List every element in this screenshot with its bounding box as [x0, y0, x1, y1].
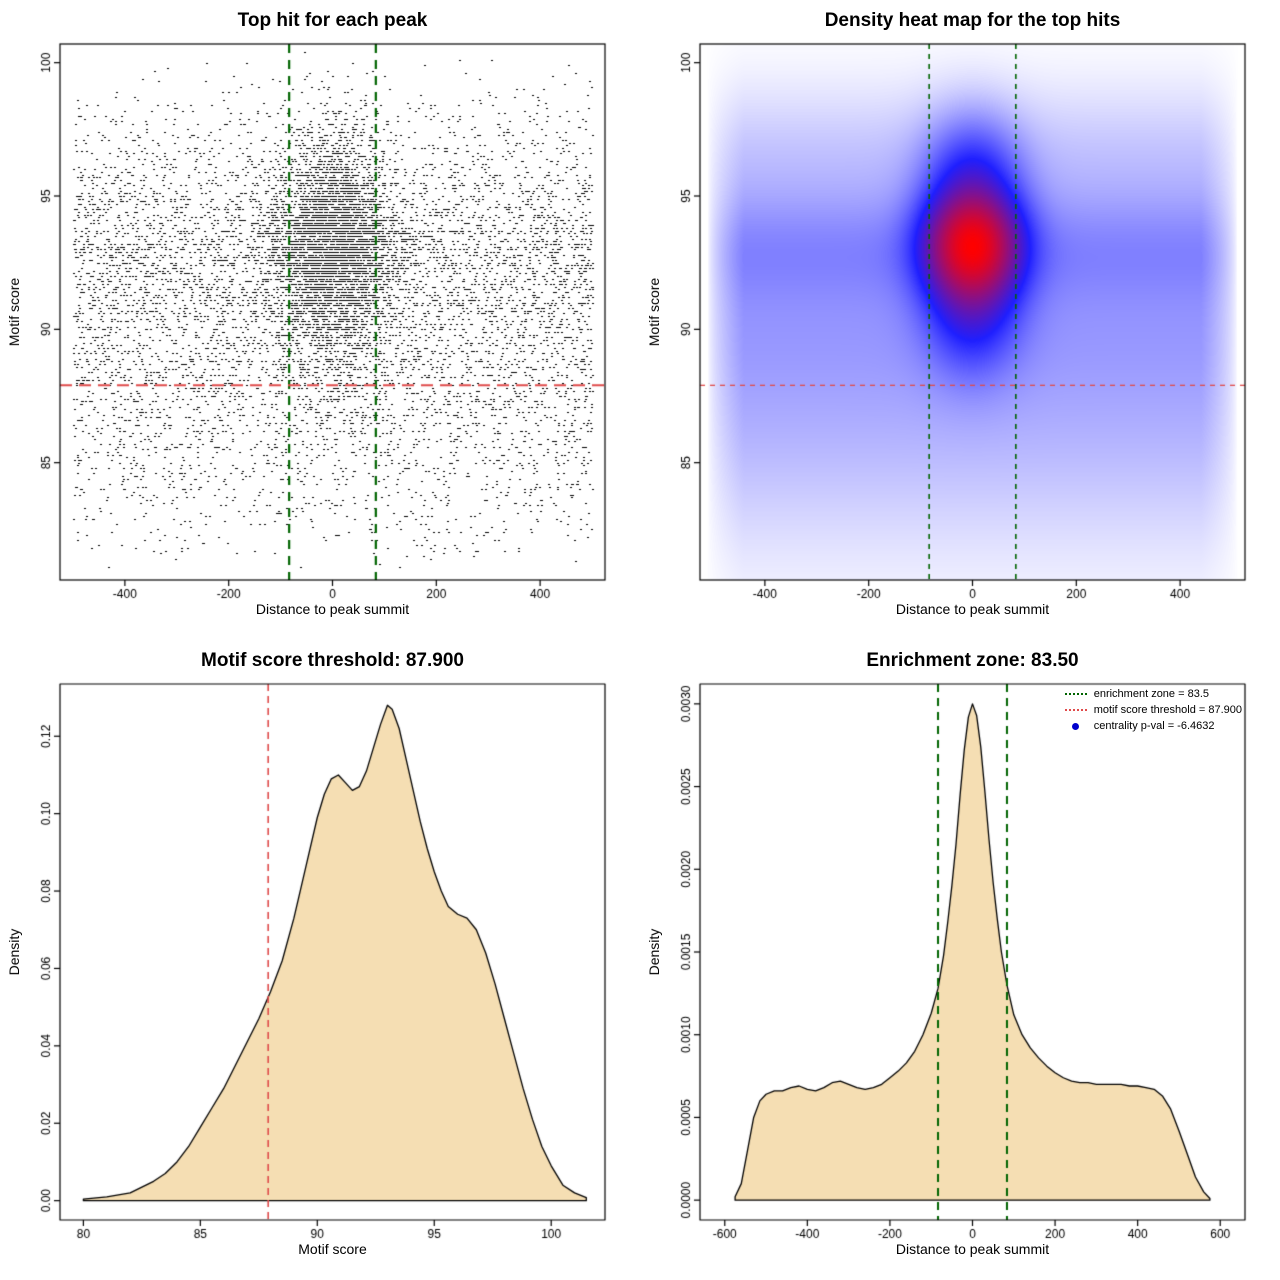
y-axis-label: Density: [646, 928, 662, 976]
scatter-canvas: [0, 0, 640, 640]
chart-title: Top hit for each peak: [237, 10, 428, 31]
legend-label: motif score threshold = 87.900: [1093, 704, 1242, 716]
panel-top-hit-scatter: Top hit for each peak Distance to peak s…: [0, 0, 640, 640]
legend-item-enrichment-zone: enrichment zone = 83.5: [1064, 688, 1242, 700]
chart-title: Motif score threshold: 87.900: [201, 650, 464, 671]
heatmap-canvas: [640, 0, 1280, 640]
chart-title: Density heat map for the top hits: [824, 10, 1121, 31]
chart-title: Enrichment zone: 83.50: [866, 650, 1079, 671]
dotted-line-swatch-icon: [1064, 709, 1087, 711]
panel-density-heatmap: Density heat map for the top hits Distan…: [640, 0, 1280, 640]
x-axis-label: Distance to peak summit: [255, 601, 410, 617]
panel-motif-score-density: Motif score threshold: 87.900 Motif scor…: [0, 640, 640, 1280]
legend: enrichment zone = 83.5 motif score thres…: [1064, 688, 1242, 732]
x-axis-label: Motif score: [298, 1241, 367, 1257]
x-axis-label: Distance to peak summit: [895, 601, 1050, 617]
y-axis-label: Density: [6, 928, 22, 976]
y-axis-label: Motif score: [6, 277, 22, 347]
legend-item-motif-threshold: motif score threshold = 87.900: [1064, 704, 1242, 716]
legend-label: centrality p-val = -6.4632: [1093, 720, 1215, 732]
dotted-line-swatch-icon: [1064, 693, 1087, 695]
x-axis-label: Distance to peak summit: [895, 1241, 1050, 1257]
y-axis-label: Motif score: [646, 277, 662, 347]
distance-density-canvas: [640, 640, 1280, 1280]
legend-item-centrality-pval: centrality p-val = -6.4632: [1065, 720, 1242, 732]
legend-label: enrichment zone = 83.5: [1093, 688, 1209, 700]
motif-score-density-canvas: [0, 640, 640, 1280]
panel-distance-density: Enrichment zone: 83.50 Distance to peak …: [640, 640, 1280, 1280]
point-swatch-icon: [1071, 722, 1079, 730]
